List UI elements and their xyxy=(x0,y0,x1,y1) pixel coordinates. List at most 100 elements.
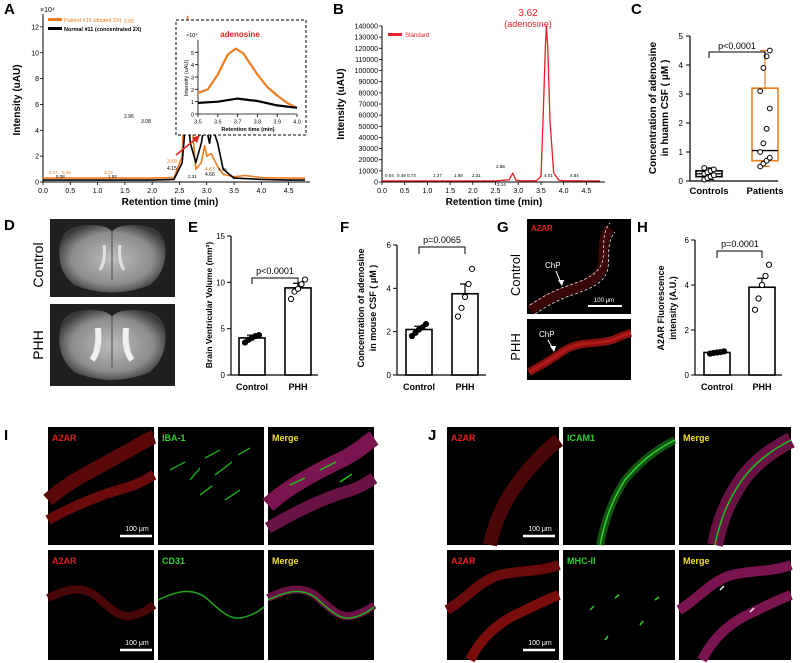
panel-b-xlabel: Retention time (min) xyxy=(446,197,543,208)
j-row1-merge-image: Merge xyxy=(679,427,795,547)
data-point xyxy=(465,280,472,288)
y-tick-label: 10 xyxy=(31,50,39,57)
series-line xyxy=(43,116,305,181)
data-point xyxy=(760,65,767,71)
y-tick-label: 60000 xyxy=(359,113,379,120)
peak-label: 4.75 xyxy=(218,167,227,172)
data-point xyxy=(755,295,762,302)
panel-a-ylabel: Intensity (uAU) xyxy=(12,64,23,135)
bar xyxy=(284,287,312,376)
inset-xlabel: Retention time (min) xyxy=(221,127,274,133)
panel-b-x-ticks: 0.0 0.5 1.0 1.5 2.0 2.5 3.0 3.5 4.0 4.5 xyxy=(377,182,591,195)
data-point xyxy=(287,295,295,303)
panel-h-y-ticks: 0 2 4 6 xyxy=(685,236,695,380)
y-tick-label: 0 xyxy=(374,180,378,187)
y-tick-label: 20000 xyxy=(359,157,379,164)
y-tick-label: 5 xyxy=(679,32,684,41)
mri-control-image xyxy=(50,219,175,297)
panel-h-pvalue: p=0.0001 xyxy=(721,239,759,249)
peak-label: 4.15 xyxy=(167,166,177,172)
y-tick-label: 4 xyxy=(35,128,39,135)
minor-peak-label: 2.88 xyxy=(496,164,505,169)
minor-peak-label: 1.37 xyxy=(433,173,442,178)
legend-label-standard: Standard xyxy=(405,33,429,39)
i-row1-label: A2AR xyxy=(52,433,77,443)
bar xyxy=(451,292,479,376)
panel-a-xlabel: Retention time (min) xyxy=(122,197,219,208)
inset-y-ticks: 0 1 2 3 4 5 xyxy=(191,51,198,119)
x-tick-label: 2.0 xyxy=(468,188,478,195)
inset-series xyxy=(197,47,298,109)
panel-c-y-ticks: 0 1 2 3 4 5 xyxy=(679,32,690,186)
x-tick-label: 3.0 xyxy=(202,188,212,195)
y-tick-label: 1 xyxy=(191,100,194,106)
peak-label: 0.48 xyxy=(62,170,71,175)
x-tick-label: 1.5 xyxy=(120,188,130,195)
minor-peak-label: 0.04 xyxy=(385,173,394,178)
x-tick-label: 3.9 xyxy=(273,120,281,126)
significance-bracket xyxy=(708,51,766,58)
panel-f-group-label: PHH xyxy=(455,382,474,392)
y-tick-label: 2 xyxy=(35,154,39,161)
g-phh-image: ChP xyxy=(527,319,632,380)
mri-phh-image xyxy=(50,304,175,386)
x-tick-label: 4.0 xyxy=(559,188,569,195)
g-control-image: A2AR ChP 100 μm xyxy=(527,219,631,315)
y-tick-label: 2 xyxy=(387,328,392,337)
y-tick-label: 0 xyxy=(679,177,684,186)
panel-f-ylabel-line1: Concentration of adenosine xyxy=(356,248,366,367)
x-tick-label: 1.0 xyxy=(93,188,103,195)
legend-swatch-standard xyxy=(388,33,402,36)
x-tick-label: 2.5 xyxy=(175,188,185,195)
panel-h: H 0 2 4 6 A2AR Fluorescence intensity (A.U.… xyxy=(637,219,782,392)
y-tick-label: 10 xyxy=(216,278,225,287)
significance-bracket xyxy=(716,250,763,258)
panel-g-label-phh: PHH xyxy=(508,333,523,360)
panel-d-label-phh: PHH xyxy=(30,330,46,360)
j-row2-label: A2AR xyxy=(451,556,476,566)
panel-g-letter: G xyxy=(497,219,509,236)
y-tick-label: 4 xyxy=(679,61,684,70)
panel-f-group-label: Control xyxy=(403,382,435,392)
data-point xyxy=(298,281,305,288)
peak-label: 1.92 xyxy=(108,174,117,179)
inset-title: adenosine xyxy=(220,30,260,39)
panel-a-inset: ×10⁴ adenosine 0 1 2 3 4 5 3.5 3.6 3.7 3.8 3.9 4.0… xyxy=(175,19,307,136)
data-point xyxy=(710,172,717,179)
legend-label-normal: Normal #11 (concentrated 2X) xyxy=(64,27,142,33)
panel-c-group-label: Controls xyxy=(689,186,728,197)
data-point xyxy=(710,166,717,173)
chp-outline xyxy=(534,231,616,315)
peak-label: 4.67 xyxy=(205,167,215,173)
j-row1-label: A2AR xyxy=(451,433,476,443)
peak-label: 3.69 xyxy=(167,159,177,165)
y-tick-label: 8 xyxy=(35,76,39,83)
panel-i-letter: I xyxy=(4,427,8,444)
chp-label: ChP xyxy=(545,261,561,270)
data-point xyxy=(458,304,465,311)
bar xyxy=(748,286,776,376)
y-tick-label: 1 xyxy=(679,148,684,157)
y-tick-label: 6 xyxy=(685,236,690,245)
data-point xyxy=(701,165,708,171)
x-tick-label: 3.8 xyxy=(254,120,262,126)
panel-a-x-ticks: 0.0 0.5 1.0 1.5 2.0 2.5 3.0 3.5 4.0 4.5 xyxy=(38,182,294,195)
panel-f-marks xyxy=(405,265,479,376)
i-row1-iba1-image: IBA-1 xyxy=(158,427,264,545)
g-scale-label: 100 μm xyxy=(594,298,614,304)
data-point xyxy=(294,285,302,292)
panel-d-label-control: Control xyxy=(30,242,46,287)
panel-f-pvalue: p=0.0065 xyxy=(423,235,461,245)
panel-c-group-label: Patients xyxy=(747,186,784,197)
box-body xyxy=(751,87,779,162)
panel-a-exponent: ×10⁴ xyxy=(40,7,55,14)
series-line xyxy=(197,47,298,109)
i-scale-label: 100 μm xyxy=(125,640,149,647)
y-tick-label: 0 xyxy=(191,113,194,119)
j-row1-a2ar-image: A2AR 100 μm xyxy=(447,427,564,547)
panel-a-letter: A xyxy=(4,1,15,18)
panel-g-label-control: Control xyxy=(508,254,523,296)
y-tick-label: 3 xyxy=(679,90,684,99)
peak-label: 0.38 xyxy=(56,174,65,179)
